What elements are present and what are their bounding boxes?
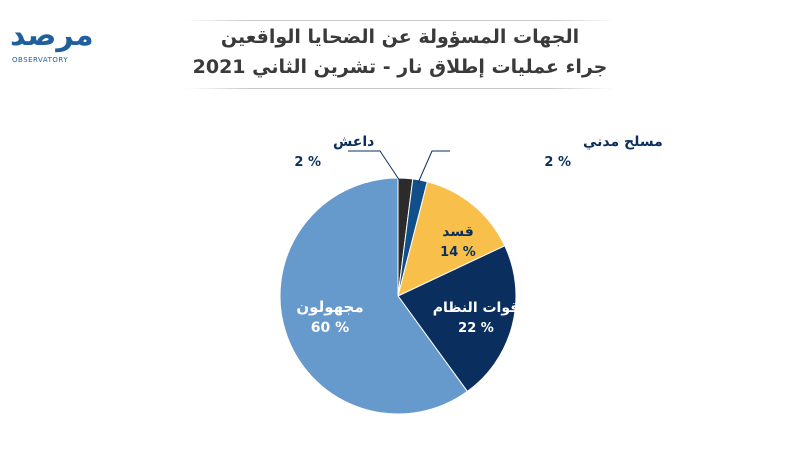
pie-slice-regime bbox=[397, 245, 517, 393]
slice-value-isis: 2 % bbox=[294, 155, 321, 170]
pie-slice-unknown bbox=[279, 177, 469, 415]
slice-value-unknown: 60 % bbox=[311, 320, 349, 336]
title-divider-bottom bbox=[185, 88, 615, 89]
title-line-2: جراء عمليات إطلاق نار - تشرين الثاني 202… bbox=[192, 56, 608, 78]
logo-text: مرصد bbox=[10, 18, 95, 53]
leader-line-isis bbox=[348, 150, 403, 185]
title-line-1: الجهات المسؤولة عن الضحايا الواقعين bbox=[220, 26, 580, 48]
slice-value-qasad: 14 % bbox=[440, 245, 476, 260]
slice-label-regime: قوات النظام bbox=[433, 300, 520, 316]
slice-label-unknown: مجهولون bbox=[296, 298, 363, 316]
title-divider-top bbox=[185, 20, 615, 21]
slice-value-civilian: 2 % bbox=[544, 155, 571, 170]
logo: مرصد OBSERVATORY bbox=[10, 18, 130, 68]
slice-value-regime: 22 % bbox=[458, 321, 494, 336]
pie-slice-qasad bbox=[397, 181, 506, 297]
slice-label-isis: داعش bbox=[333, 134, 374, 150]
chart-title: الجهات المسؤولة عن الضحايا الواقعين جراء… bbox=[185, 22, 615, 88]
slice-label-qasad: قسد bbox=[442, 224, 474, 240]
logo-subtext: OBSERVATORY bbox=[12, 56, 69, 64]
slice-label-civilian: مسلح مدني bbox=[583, 134, 663, 150]
leader-line-civilian bbox=[417, 150, 450, 184]
